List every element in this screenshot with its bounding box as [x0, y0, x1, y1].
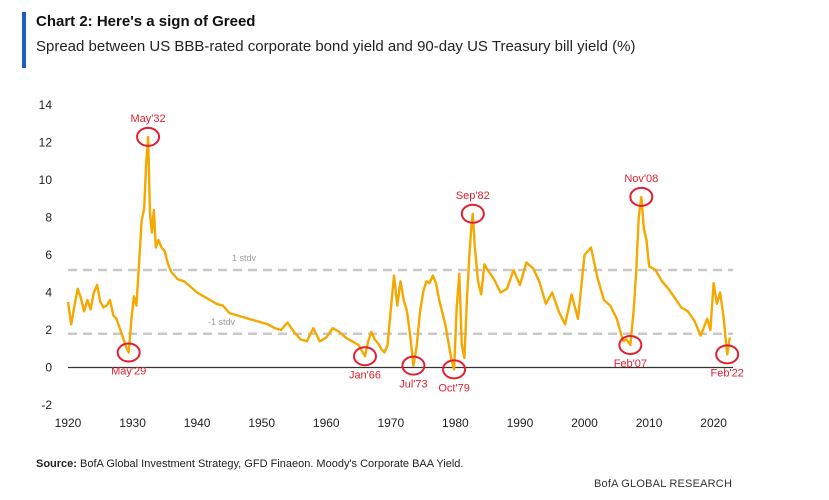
annotation-label: May'32	[130, 113, 165, 125]
x-tick-label: 1920	[55, 416, 82, 430]
annotation-circle	[401, 355, 426, 376]
chart-title: Chart 2: Here's a sign of Greed	[36, 13, 256, 30]
y-tick-label: 12	[39, 136, 53, 150]
annotation-circle	[442, 359, 467, 380]
x-tick-label: 1970	[377, 416, 404, 430]
y-tick-label: 0	[45, 361, 52, 375]
y-tick-label: 4	[45, 286, 52, 300]
stdev-band-label: -1 stdv	[208, 317, 236, 327]
x-tick-label: 2000	[571, 416, 598, 430]
annotation-label: Sep'82	[456, 190, 490, 202]
x-tick-label: 1960	[313, 416, 340, 430]
annotation-label: Jul'73	[399, 379, 427, 391]
annotation-label: Jan'66	[349, 369, 381, 381]
spread-series-line	[66, 135, 731, 371]
annotation-circle	[136, 126, 161, 147]
x-tick-label: 1980	[442, 416, 469, 430]
brand-footer: BofA GLOBAL RESEARCH	[594, 478, 733, 490]
x-tick-label: 1950	[248, 416, 275, 430]
annotation-label: May'29	[111, 366, 146, 378]
annotation-circle	[460, 203, 485, 224]
y-tick-label: -2	[41, 398, 52, 412]
annotation-label: Feb'07	[614, 358, 647, 370]
annotation-circle	[618, 335, 643, 355]
accent-bar	[22, 12, 26, 68]
annotation-label: Feb'22	[711, 367, 744, 379]
source-label: Source:	[36, 458, 77, 470]
y-tick-label: 6	[45, 248, 52, 262]
x-tick-label: 2020	[700, 416, 727, 430]
annotation-circle	[116, 342, 141, 363]
annotation-circle	[352, 346, 377, 367]
annotation-circle	[715, 344, 740, 365]
y-tick-label: 8	[45, 211, 52, 225]
source-text: BofA Global Investment Strategy, GFD Fin…	[76, 458, 464, 470]
x-tick-label: 2010	[636, 416, 663, 430]
source-note: Source: BofA Global Investment Strategy,…	[36, 458, 463, 470]
stdev-band-label: 1 stdv	[232, 253, 257, 263]
annotation-circle	[629, 186, 654, 207]
y-tick-label: 14	[39, 98, 53, 112]
x-tick-label: 1990	[507, 416, 534, 430]
y-tick-label: 2	[45, 323, 52, 337]
x-tick-label: 1930	[119, 416, 146, 430]
x-tick-label: 1940	[184, 416, 211, 430]
chart-subtitle: Spread between US BBB-rated corporate bo…	[36, 38, 636, 55]
annotation-label: Oct'79	[438, 382, 469, 394]
annotation-label: Nov'08	[624, 173, 658, 185]
y-tick-label: 10	[39, 173, 53, 187]
